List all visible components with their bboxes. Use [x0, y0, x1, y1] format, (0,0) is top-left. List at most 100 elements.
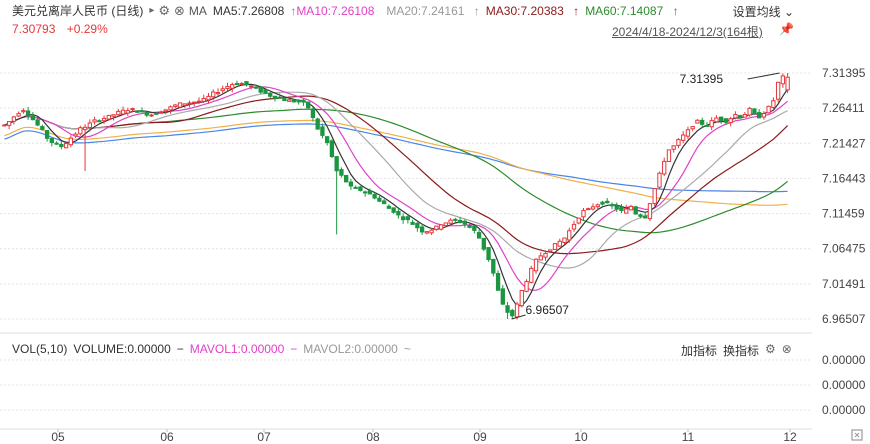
candle-body	[595, 204, 600, 208]
volume-grid: 0.00000 0.00000 0.00000	[0, 353, 866, 417]
candle-body	[82, 126, 88, 131]
x-tick-label: 10	[574, 430, 588, 444]
candle-body	[106, 114, 111, 120]
y-tick-label: 7.06475	[822, 242, 866, 256]
candle-body	[54, 142, 59, 145]
candle-body	[647, 203, 653, 220]
y-tick-label: 6.96507	[822, 312, 866, 326]
candle-body	[514, 303, 520, 318]
candle-body	[533, 258, 539, 272]
low-pointer	[511, 314, 526, 320]
candle-body	[785, 76, 790, 91]
mavol2-value: MAVOL2:0.00000	[303, 342, 398, 356]
ma10-line	[4, 86, 788, 291]
candle-body	[524, 280, 529, 292]
candle-body	[73, 133, 78, 137]
candle-body	[567, 230, 572, 241]
candle-body	[453, 218, 458, 221]
candle-body	[220, 88, 225, 92]
candle-body	[548, 249, 553, 252]
ma30-value: MA30:7.20383	[485, 4, 564, 18]
close-icon[interactable]: ⊗	[174, 3, 185, 18]
candle-body	[187, 102, 192, 105]
candle-body	[130, 108, 135, 111]
candle-body	[737, 114, 743, 119]
candle-body	[68, 137, 73, 146]
candle-body	[709, 120, 714, 128]
candle-body	[2, 124, 7, 127]
candle-body	[681, 134, 686, 141]
ma10-label: ↑MA10:7.26108	[290, 4, 375, 18]
candle-body	[339, 169, 344, 176]
candle-body	[358, 186, 363, 191]
candle-body	[780, 75, 786, 85]
candle-body	[78, 127, 83, 135]
y-tick-label: 7.26411	[822, 101, 865, 115]
candle-body	[657, 172, 662, 188]
candle-body	[771, 100, 776, 108]
candle-body	[315, 118, 320, 130]
candle-body	[234, 83, 240, 86]
settings-ma-button[interactable]: 设置均线 ⌄	[733, 3, 794, 20]
candle-body	[557, 240, 562, 247]
candle-body	[97, 120, 102, 123]
candle-body	[59, 143, 64, 148]
candle-body	[116, 110, 121, 116]
candle-body	[154, 112, 159, 115]
gear-icon[interactable]: ⚙	[158, 3, 171, 18]
candle-body	[192, 101, 197, 104]
candle-body	[419, 226, 425, 233]
candle-body	[462, 220, 467, 225]
candle-body	[415, 222, 420, 229]
candle-body	[144, 111, 149, 116]
candle-body	[685, 129, 691, 137]
current-price: 7.30793	[12, 22, 56, 36]
switch-indicator-button[interactable]: 换指标	[723, 344, 760, 358]
ma20-value: MA20:7.24161	[386, 4, 465, 18]
vol-label: VOL(5,10)	[12, 342, 68, 356]
candle-body	[500, 288, 505, 305]
gear-icon[interactable]: ⚙	[765, 342, 776, 356]
x-axis-labels: 05 06 07 08 09 10 11 12	[51, 429, 797, 444]
y-tick-label: 7.16443	[822, 171, 866, 185]
pin-icon[interactable]: 📌	[779, 22, 794, 36]
candle-body	[529, 267, 534, 283]
candle-body	[291, 99, 297, 103]
candle-body	[643, 215, 648, 219]
candle-body	[671, 145, 676, 150]
indicator-name: MA	[188, 4, 207, 18]
low-label: 6.96507	[526, 303, 570, 317]
chevron-down-icon: ⌄	[783, 5, 794, 19]
candle-body	[704, 124, 710, 127]
candle-body	[177, 102, 183, 108]
collapse-arrow-icon[interactable]: ▸	[149, 5, 155, 16]
candle-body	[230, 84, 235, 89]
candle-body	[268, 92, 273, 97]
candles	[2, 73, 790, 320]
candle-body	[263, 89, 268, 94]
candle-body	[552, 243, 558, 250]
ma30-line	[4, 95, 789, 255]
y-axis-labels: 7.31395 7.26411 7.21427 7.16443 7.11459 7.064…	[822, 66, 866, 326]
candle-body	[258, 86, 263, 93]
candle-body	[182, 103, 187, 106]
high-label: 7.31395	[680, 72, 724, 86]
ma5-label: MA5:7.26808	[212, 4, 285, 18]
candle-body	[723, 118, 729, 123]
candle-body	[253, 86, 259, 89]
candle-body	[519, 289, 524, 307]
zoom-icon[interactable]	[850, 428, 864, 442]
close-icon[interactable]: ⊗	[781, 342, 792, 356]
candle-body	[752, 108, 757, 115]
candle-body	[457, 219, 463, 223]
add-indicator-button[interactable]: 加指标	[681, 344, 718, 358]
candle-body	[287, 99, 292, 102]
chart-title: 美元兑离岸人民币 (日线)	[12, 4, 144, 18]
x-tick-label: 09	[473, 430, 487, 444]
date-range[interactable]: 2024/4/18-2024/12/3(164根)	[612, 25, 763, 39]
mavol1-value: MAVOL1:0.00000	[189, 342, 285, 356]
candle-body	[206, 95, 211, 101]
ma60-label: MA60:7.14087 ↑	[585, 4, 679, 18]
y-tick-label: 7.11459	[822, 207, 865, 221]
dash-icon: −	[176, 342, 184, 356]
